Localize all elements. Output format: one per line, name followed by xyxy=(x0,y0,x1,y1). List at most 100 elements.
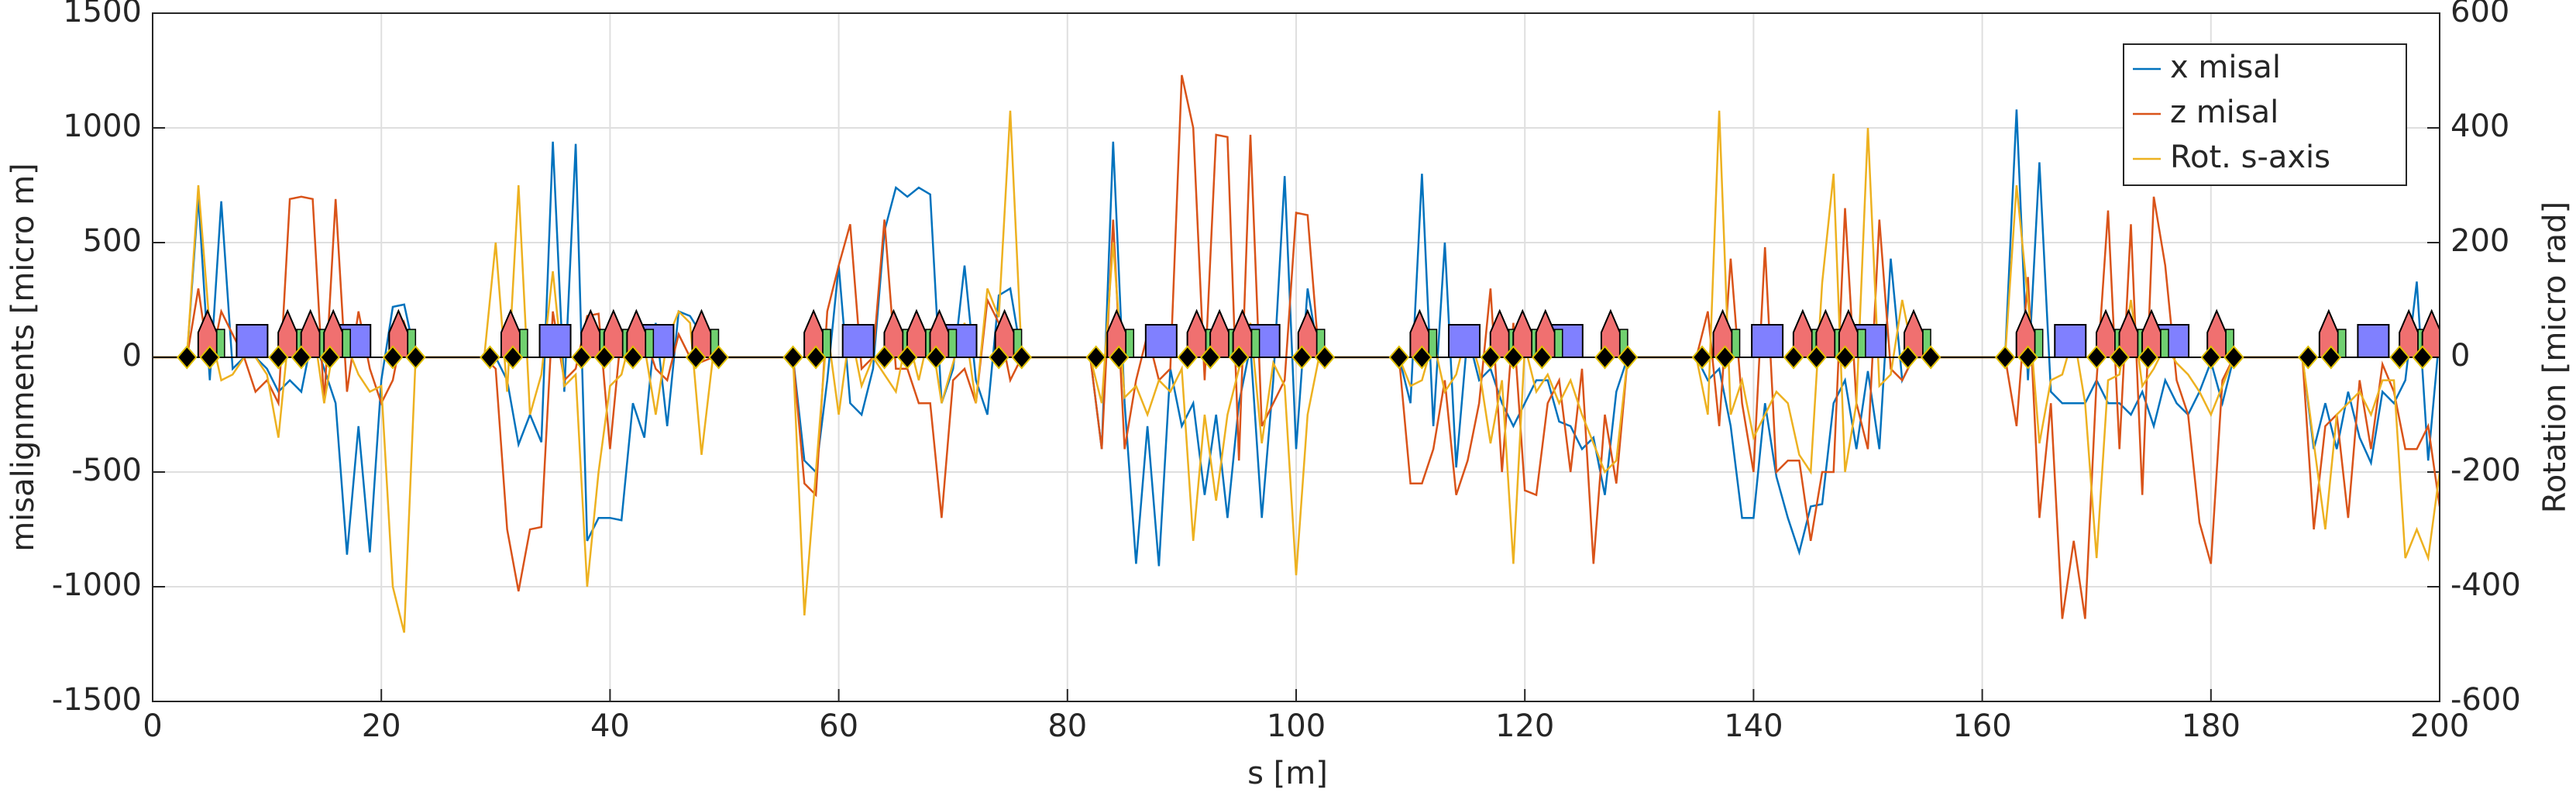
sextupole xyxy=(948,329,958,358)
series-line xyxy=(153,74,2440,619)
y-tick-label: 500 xyxy=(83,223,142,259)
sextupole xyxy=(2160,329,2169,358)
sextupole xyxy=(822,329,831,358)
marker xyxy=(291,345,312,370)
marker xyxy=(1503,345,1524,370)
marker xyxy=(1920,345,1941,370)
marker xyxy=(1594,345,1615,370)
marker xyxy=(1177,345,1199,370)
y-tick-label: -1500 xyxy=(52,682,142,718)
x-tick-label: 120 xyxy=(1495,708,1554,744)
sextupole xyxy=(1428,329,1438,358)
y2-tick-label: -600 xyxy=(2450,682,2521,718)
marker xyxy=(571,345,592,370)
y-tick-label: 0 xyxy=(122,338,142,374)
marker xyxy=(199,345,221,370)
marker xyxy=(382,345,404,370)
x-tick-label: 60 xyxy=(819,708,858,744)
dipole xyxy=(538,324,572,358)
marker xyxy=(1412,345,1432,370)
marker xyxy=(2320,345,2342,370)
marker xyxy=(1085,345,1107,370)
dipole xyxy=(1751,324,1784,358)
plot-area xyxy=(153,74,2440,633)
y-tick-label: -500 xyxy=(71,453,142,488)
marker xyxy=(925,345,947,370)
x-tick-label: 160 xyxy=(1952,708,2011,744)
marker xyxy=(1714,345,1735,370)
marker xyxy=(176,345,198,370)
marker xyxy=(268,345,289,370)
marker xyxy=(782,345,803,370)
dipole xyxy=(236,324,269,358)
y2-tick-label: 400 xyxy=(2450,109,2509,144)
x-tick-label: 200 xyxy=(2410,708,2469,744)
marker xyxy=(685,345,707,370)
y2-tick-label: 600 xyxy=(2450,0,2509,29)
x-tick-label: 140 xyxy=(1724,708,1783,744)
x-tick-label: 20 xyxy=(362,708,401,744)
marker xyxy=(593,345,615,370)
legend-label: Rot. s-axis xyxy=(2170,140,2330,175)
marker xyxy=(1480,345,1501,370)
sextupole xyxy=(1554,329,1563,358)
marker xyxy=(1291,345,1312,370)
x-tick-label: 180 xyxy=(2182,708,2241,744)
dipole xyxy=(1144,324,1178,358)
marker xyxy=(1835,345,1855,370)
x-tick-label: 0 xyxy=(143,708,162,744)
marker xyxy=(622,345,644,370)
plot-frame xyxy=(152,12,2440,702)
x-axis-label: s [m] xyxy=(1247,756,1328,791)
marker xyxy=(1783,345,1804,370)
dipole xyxy=(841,324,875,358)
sextupole xyxy=(1250,329,1260,358)
marker xyxy=(2389,345,2410,370)
marker xyxy=(2200,345,2222,370)
marker xyxy=(896,345,918,370)
x-tick-label: 100 xyxy=(1267,708,1326,744)
marker xyxy=(1228,345,1250,370)
y-tick-label: -1000 xyxy=(52,567,142,603)
dipole xyxy=(2054,324,2087,358)
sextupole xyxy=(2337,329,2347,358)
x-tick-label: 40 xyxy=(590,708,630,744)
marker xyxy=(319,345,341,370)
y2-tick-label: -400 xyxy=(2450,567,2521,603)
marker xyxy=(874,345,895,370)
legend-label: x misal xyxy=(2170,50,2281,85)
marker xyxy=(1011,345,1033,370)
sextupole xyxy=(342,329,351,358)
marker xyxy=(405,345,426,370)
marker xyxy=(1897,345,1918,370)
marker xyxy=(2137,345,2158,370)
y2-tick-label: 200 xyxy=(2450,223,2509,259)
dipole xyxy=(2357,324,2390,358)
marker xyxy=(1617,345,1639,370)
marker xyxy=(2086,345,2107,370)
marker xyxy=(708,345,729,370)
y2-axis-label: Rotation [micro rad] xyxy=(2537,202,2573,513)
marker xyxy=(2297,345,2319,370)
y2-tick-label: 0 xyxy=(2450,338,2470,374)
y-axis-label: misalignments [micro m] xyxy=(5,163,41,552)
legend-label: z misal xyxy=(2170,95,2279,130)
dipole xyxy=(1447,324,1481,358)
legend-box xyxy=(2123,43,2407,186)
y-tick-label: 1500 xyxy=(63,0,142,29)
marker xyxy=(1691,345,1713,370)
marker xyxy=(805,345,827,370)
sextupole xyxy=(1125,329,1135,358)
marker xyxy=(988,345,1009,370)
marker xyxy=(2223,345,2244,370)
marker xyxy=(1108,345,1130,370)
sextupole xyxy=(2034,329,2044,358)
sextupole xyxy=(1857,329,1866,358)
series-line xyxy=(153,109,2440,567)
sextupole xyxy=(1731,329,1741,358)
marker xyxy=(2412,345,2433,370)
marker xyxy=(2109,345,2131,370)
y2-tick-label: -200 xyxy=(2450,453,2521,488)
sextupole xyxy=(216,329,225,358)
